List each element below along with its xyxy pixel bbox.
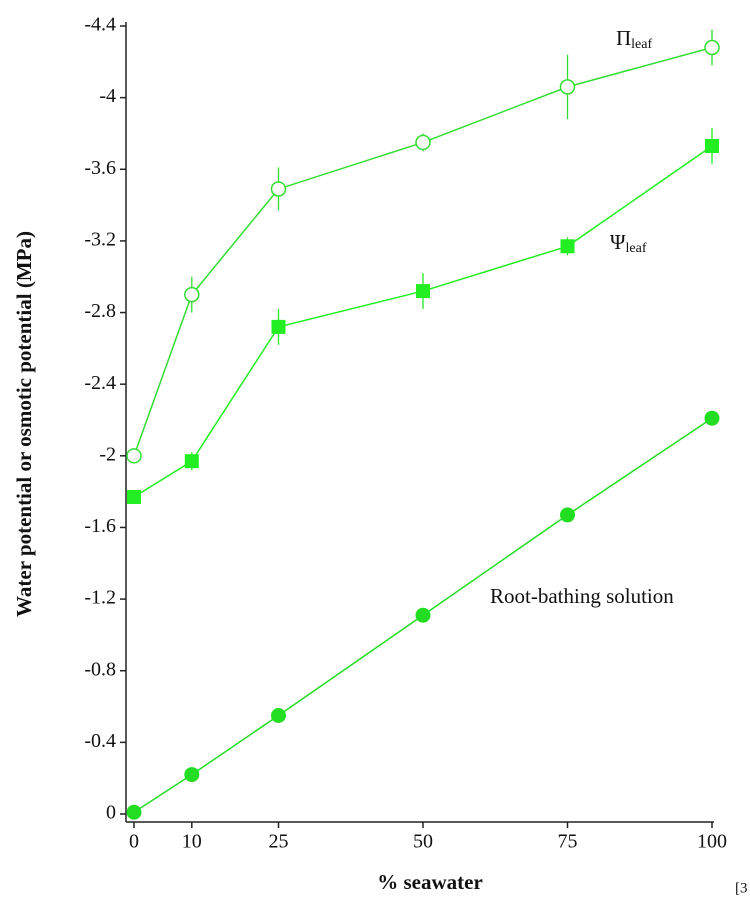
point bbox=[560, 507, 575, 523]
point bbox=[415, 607, 431, 623]
x-axis-label: % seawater bbox=[377, 870, 483, 894]
x-tick-label: 10 bbox=[182, 831, 202, 853]
y-tick-label: -0.4 bbox=[84, 730, 116, 752]
series-label: Root-bathing solution bbox=[490, 584, 674, 608]
series-label: Πleaf bbox=[616, 26, 652, 52]
point bbox=[271, 319, 286, 334]
y-tick-label: -3.6 bbox=[84, 157, 116, 179]
point bbox=[704, 39, 720, 56]
point bbox=[704, 410, 720, 426]
point bbox=[271, 708, 286, 723]
series-name: Root-bathing solution bbox=[490, 584, 674, 608]
series-line bbox=[133, 46, 713, 457]
series-line bbox=[133, 417, 713, 813]
point bbox=[416, 284, 430, 299]
point bbox=[559, 79, 576, 95]
y-tick-label: -2 bbox=[99, 443, 116, 465]
x-tick-label: 75 bbox=[558, 831, 578, 853]
y-tick-label: -3.2 bbox=[84, 229, 116, 251]
x-tick-label: 0 bbox=[129, 831, 139, 853]
y-tick-label: -4 bbox=[99, 85, 116, 107]
y-tick-label: -2.8 bbox=[84, 300, 116, 322]
point bbox=[126, 804, 142, 820]
point bbox=[184, 286, 200, 303]
series-name: Π bbox=[616, 26, 631, 50]
series-name: Ψ bbox=[610, 230, 626, 254]
point bbox=[184, 767, 200, 783]
footnote: [3 bbox=[735, 880, 748, 896]
point bbox=[127, 490, 141, 505]
y-tick-label: -0.8 bbox=[84, 658, 116, 680]
y-tick-label: 0 bbox=[106, 802, 116, 824]
y-tick-label: -1.2 bbox=[84, 587, 116, 609]
series-name-sub: leaf bbox=[631, 37, 652, 52]
x-tick-label: 50 bbox=[413, 831, 433, 853]
x-tick-label: 100 bbox=[697, 831, 727, 853]
point bbox=[705, 138, 719, 153]
series-line bbox=[133, 145, 713, 498]
y-tick-label: -1.6 bbox=[84, 515, 116, 537]
point bbox=[184, 454, 199, 469]
series-name-sub: leaf bbox=[626, 241, 647, 256]
point bbox=[126, 448, 142, 464]
point bbox=[270, 181, 287, 197]
series-label: Ψleaf bbox=[610, 230, 647, 256]
y-tick-label: -4.4 bbox=[84, 14, 116, 36]
point bbox=[415, 134, 431, 151]
point bbox=[560, 239, 575, 254]
y-tick-label: -2.4 bbox=[84, 372, 116, 394]
x-tick-label: 25 bbox=[269, 831, 289, 853]
y-axis-label: Water potential or osmotic potential (MP… bbox=[12, 231, 36, 617]
